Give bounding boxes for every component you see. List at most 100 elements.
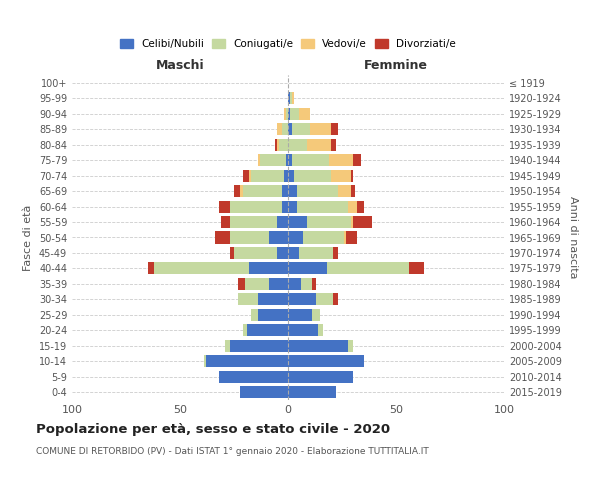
- Bar: [331, 138, 335, 150]
- Bar: [288, 324, 318, 336]
- Bar: [316, 294, 334, 306]
- Bar: [242, 324, 247, 336]
- Bar: [288, 386, 335, 398]
- Bar: [277, 247, 288, 259]
- Bar: [344, 232, 346, 243]
- Bar: [288, 216, 307, 228]
- Bar: [260, 154, 286, 166]
- Bar: [357, 200, 364, 212]
- Bar: [296, 185, 338, 197]
- Bar: [154, 262, 249, 274]
- Bar: [230, 340, 288, 352]
- Bar: [299, 108, 310, 120]
- Bar: [334, 294, 338, 306]
- Bar: [288, 247, 299, 259]
- Bar: [331, 170, 350, 181]
- Bar: [288, 262, 327, 274]
- Bar: [269, 278, 288, 290]
- Bar: [258, 309, 288, 321]
- Bar: [281, 123, 288, 135]
- Bar: [318, 324, 323, 336]
- Bar: [331, 123, 338, 135]
- Bar: [288, 371, 353, 383]
- Bar: [221, 216, 230, 228]
- Bar: [288, 340, 349, 352]
- Bar: [238, 278, 245, 290]
- Bar: [281, 185, 288, 197]
- Bar: [301, 278, 312, 290]
- Bar: [292, 92, 295, 104]
- Legend: Celibi/Nubili, Coniugati/e, Vedovi/e, Divorziati/e: Celibi/Nubili, Coniugati/e, Vedovi/e, Di…: [116, 34, 460, 54]
- Bar: [350, 216, 353, 228]
- Bar: [234, 247, 277, 259]
- Bar: [275, 138, 277, 150]
- Bar: [288, 185, 296, 197]
- Bar: [292, 154, 329, 166]
- Bar: [346, 232, 357, 243]
- Bar: [295, 170, 331, 181]
- Bar: [277, 138, 280, 150]
- Bar: [249, 262, 288, 274]
- Bar: [327, 262, 409, 274]
- Bar: [288, 154, 292, 166]
- Bar: [245, 278, 269, 290]
- Bar: [299, 247, 334, 259]
- Bar: [334, 247, 338, 259]
- Bar: [288, 92, 290, 104]
- Bar: [286, 154, 288, 166]
- Bar: [288, 356, 364, 368]
- Bar: [219, 200, 230, 212]
- Bar: [350, 170, 353, 181]
- Bar: [329, 154, 353, 166]
- Bar: [251, 309, 258, 321]
- Text: Popolazione per età, sesso e stato civile - 2020: Popolazione per età, sesso e stato civil…: [36, 422, 390, 436]
- Bar: [219, 371, 288, 383]
- Bar: [349, 200, 357, 212]
- Bar: [242, 185, 281, 197]
- Bar: [284, 170, 288, 181]
- Bar: [303, 232, 344, 243]
- Text: Maschi: Maschi: [155, 59, 205, 72]
- Bar: [296, 200, 349, 212]
- Bar: [307, 216, 350, 228]
- Bar: [204, 356, 206, 368]
- Bar: [310, 123, 331, 135]
- Bar: [280, 138, 288, 150]
- Bar: [215, 232, 230, 243]
- Bar: [230, 216, 277, 228]
- Bar: [312, 278, 316, 290]
- Bar: [312, 309, 320, 321]
- Bar: [230, 232, 269, 243]
- Bar: [409, 262, 424, 274]
- Bar: [226, 340, 230, 352]
- Text: COMUNE DI RETORBIDO (PV) - Dati ISTAT 1° gennaio 2020 - Elaborazione TUTTITALIA.: COMUNE DI RETORBIDO (PV) - Dati ISTAT 1°…: [36, 448, 429, 456]
- Bar: [251, 170, 284, 181]
- Bar: [286, 108, 288, 120]
- Bar: [290, 108, 299, 120]
- Bar: [307, 138, 331, 150]
- Bar: [290, 92, 292, 104]
- Bar: [350, 185, 355, 197]
- Bar: [148, 262, 154, 274]
- Bar: [292, 123, 310, 135]
- Bar: [247, 324, 288, 336]
- Bar: [241, 386, 288, 398]
- Bar: [258, 294, 288, 306]
- Bar: [269, 232, 288, 243]
- Bar: [288, 138, 307, 150]
- Y-axis label: Fasce di età: Fasce di età: [23, 204, 33, 270]
- Bar: [277, 123, 281, 135]
- Y-axis label: Anni di nascita: Anni di nascita: [568, 196, 578, 279]
- Text: Femmine: Femmine: [364, 59, 428, 72]
- Bar: [284, 108, 286, 120]
- Bar: [288, 294, 316, 306]
- Bar: [288, 309, 312, 321]
- Bar: [288, 232, 303, 243]
- Bar: [288, 278, 301, 290]
- Bar: [288, 123, 292, 135]
- Bar: [242, 170, 249, 181]
- Bar: [288, 108, 290, 120]
- Bar: [281, 200, 288, 212]
- Bar: [238, 294, 258, 306]
- Bar: [288, 200, 296, 212]
